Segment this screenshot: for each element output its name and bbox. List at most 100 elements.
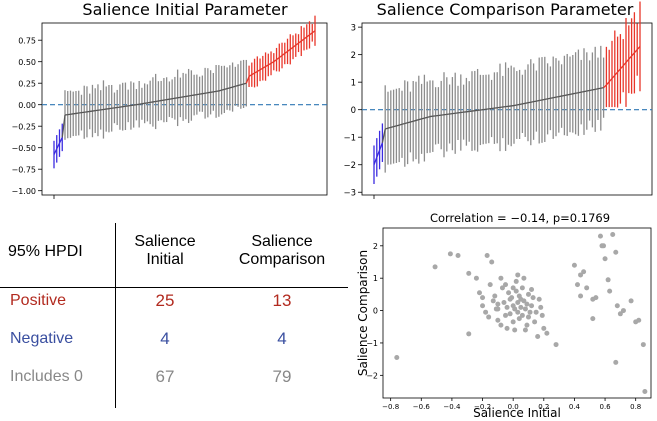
- mean-line-segment: [625, 58, 630, 63]
- scatter-point: [617, 311, 623, 317]
- scatter-point: [504, 325, 510, 331]
- mean-line-segment: [237, 84, 241, 87]
- x-tick-label: −0.6: [413, 403, 431, 411]
- scatter-point: [541, 325, 547, 331]
- mean-line-segment: [259, 67, 264, 71]
- table-horizontal-rule: [0, 287, 348, 288]
- mean-line-segment: [284, 50, 288, 54]
- scatter-point: [492, 293, 498, 299]
- scatter-point: [489, 259, 495, 265]
- mean-line-segment: [278, 54, 283, 59]
- mean-line-segment: [390, 126, 394, 129]
- scatter-point: [538, 304, 544, 310]
- mean-line-segment: [387, 126, 391, 129]
- mean-line-segment: [306, 34, 310, 38]
- scatter-point: [498, 275, 504, 281]
- scatter-point: [503, 282, 509, 288]
- mean-line-segment: [539, 99, 543, 102]
- y-tick-label: 0.50: [18, 58, 36, 67]
- mean-line-segment: [240, 83, 244, 86]
- scatter-point: [493, 306, 499, 312]
- scatter-point: [513, 288, 519, 294]
- mean-line-segment: [536, 99, 540, 102]
- mean-line-segment: [516, 103, 520, 106]
- scatter-point: [527, 309, 533, 315]
- scatter-point: [516, 316, 522, 322]
- mean-line-segment: [245, 76, 250, 84]
- mean-line-segment: [424, 116, 428, 119]
- table-cell-positive-initial: 25: [155, 291, 175, 310]
- y-tick-label: −1.00: [11, 187, 36, 196]
- chart-title: Salience Initial Parameter: [82, 0, 288, 19]
- mean-line-segment: [611, 74, 616, 79]
- mean-line-segment: [385, 127, 389, 130]
- mean-line-segment: [628, 55, 633, 60]
- table-cell-includes-zero-comparison: 79: [272, 367, 292, 386]
- scatter-point: [529, 303, 535, 309]
- mean-line-segment: [413, 119, 417, 122]
- mean-line-segment: [267, 62, 272, 66]
- mean-line-segment: [622, 62, 627, 67]
- mean-line-segment: [541, 98, 545, 101]
- scatter-point: [515, 299, 521, 305]
- table-col-header-comparison: Salience Comparison: [238, 233, 326, 269]
- scatter-point: [480, 303, 486, 309]
- y-tick-label: 1: [351, 78, 356, 88]
- scatter-point: [518, 304, 524, 310]
- x-tick-label: −0.8: [382, 403, 399, 411]
- x-tick-label: 0.0: [508, 403, 519, 411]
- y-tick-label: 0.00: [18, 101, 36, 110]
- y-tick-label: 0: [373, 307, 378, 316]
- y-tick-label: 2: [351, 51, 356, 61]
- scatter-point: [515, 272, 521, 278]
- scatter-point: [501, 299, 507, 305]
- scatter-point: [509, 295, 515, 301]
- mean-line-segment: [396, 124, 400, 127]
- mean-line-segment: [421, 117, 425, 120]
- mean-line-segment: [235, 84, 239, 87]
- scatter-point: [605, 277, 611, 283]
- mean-line-segment: [56, 142, 61, 150]
- mean-line-segment: [243, 82, 247, 85]
- mean-line-segment: [381, 128, 386, 143]
- mean-line-segment: [399, 123, 403, 126]
- mean-line-segment: [229, 86, 233, 89]
- scatter-point: [642, 389, 648, 395]
- scatter-point: [524, 322, 530, 328]
- scatter-point: [490, 298, 496, 304]
- table-row-label-negative: Negative: [10, 330, 74, 347]
- mean-line-segment: [513, 104, 517, 107]
- mean-line-segment: [589, 89, 593, 92]
- scatter-point: [466, 270, 472, 276]
- mean-line-segment: [303, 36, 308, 40]
- scatter-point: [610, 231, 616, 237]
- mean-line-segment: [309, 32, 313, 36]
- scatter-point: [510, 285, 516, 291]
- scatter-point: [532, 319, 538, 325]
- scatter-point: [628, 298, 634, 304]
- mean-line-segment: [270, 61, 275, 64]
- scatter-point: [530, 295, 536, 301]
- scatter-point: [607, 288, 613, 294]
- mean-line-segment: [592, 88, 596, 91]
- scatter-point: [503, 312, 509, 318]
- mean-line-segment: [407, 121, 411, 124]
- mean-line-segment: [617, 68, 621, 73]
- mean-line-segment: [595, 88, 599, 90]
- x-axis-label: Salience Initial: [473, 406, 561, 420]
- scatter-point: [571, 262, 577, 268]
- scatter-point: [536, 296, 542, 302]
- mean-line-segment: [289, 46, 294, 50]
- mean-line-segment: [608, 78, 613, 83]
- scatter-point: [507, 311, 513, 317]
- mean-line-segment: [605, 81, 610, 86]
- mean-line-segment: [256, 69, 261, 73]
- scatter-point: [522, 306, 528, 312]
- scatter-point: [553, 342, 559, 348]
- x-tick-label: 0.4: [569, 403, 581, 411]
- correlation-scatter-chart: Correlation = −0.14, p=0.1769 −0.8 −0.6 −0…: [356, 211, 652, 420]
- plot-frame: [382, 227, 652, 399]
- mean-line-segment: [224, 87, 228, 91]
- scatter-point: [510, 319, 516, 325]
- scatter-point: [483, 309, 489, 315]
